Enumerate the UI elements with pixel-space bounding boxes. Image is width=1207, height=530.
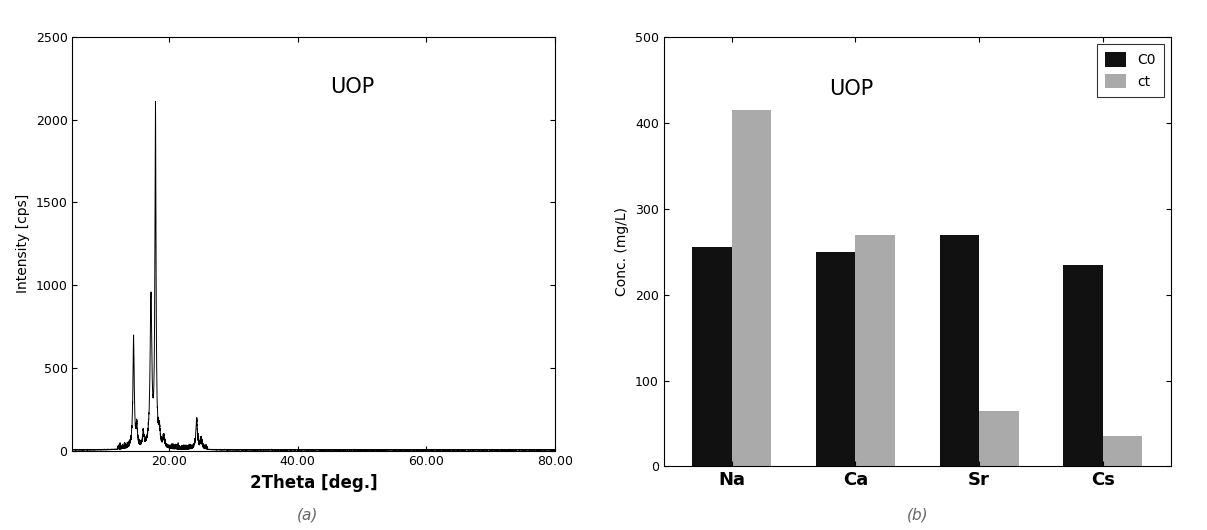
Bar (1063, 264, 1103, 466)
Bar (816, 252, 856, 466)
X-axis label: 2Theta [deg.]: 2Theta [deg.] (250, 474, 378, 492)
Text: (b): (b) (906, 507, 928, 523)
Y-axis label: Conc. (mg/L): Conc. (mg/L) (616, 207, 629, 296)
Bar (693, 248, 731, 466)
Text: UOP: UOP (829, 78, 874, 99)
Bar (856, 235, 896, 466)
Bar (939, 235, 979, 466)
Bar (979, 411, 1019, 466)
Legend: C0, ct: C0, ct (1097, 44, 1164, 98)
Text: UOP: UOP (331, 77, 374, 96)
Y-axis label: Intensity [cps]: Intensity [cps] (16, 194, 30, 294)
Text: (a): (a) (297, 507, 319, 523)
Bar (731, 110, 771, 466)
Bar (1103, 436, 1142, 466)
